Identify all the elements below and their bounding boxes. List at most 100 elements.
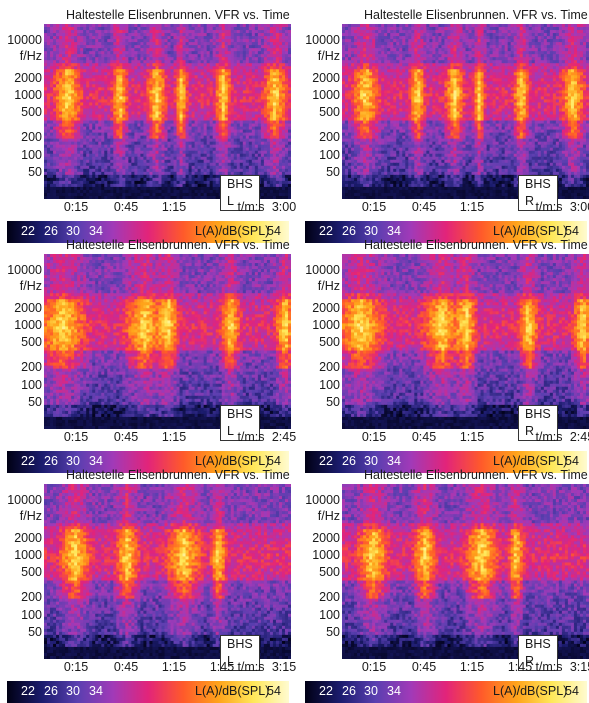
color-scale-label: 26 [44,454,58,468]
color-scale-label: 34 [89,224,103,238]
panel-title: Haltestelle Elisenbrunnen. VFR vs. Time [66,238,326,252]
color-scale-label: L(A)/dB(SPL) [493,684,567,698]
x-tick-label: 1:15 [460,660,484,674]
color-scale-label: 26 [44,684,58,698]
y-tick-label: 10000 [7,263,42,277]
y-tick-label: 200 [319,360,340,374]
y-tick-label: 1000 [14,548,42,562]
y-tick-label: 10000 [7,493,42,507]
color-scale-label: 22 [21,454,35,468]
color-scale-label: 22 [319,454,333,468]
x-axis-labels: 0:150:451:151:45t/m:s3:15 [342,660,589,676]
y-tick-label: 10000 [305,263,340,277]
x-tick-label: 0:45 [114,200,138,214]
y-tick-label: 50 [28,625,42,639]
panel-title: Haltestelle Elisenbrunnen. VFR vs. Time [66,8,326,22]
panel-title: Haltestelle Elisenbrunnen. VFR vs. Time [364,238,589,252]
y-tick-label: f/Hz [20,49,42,63]
color-scale-label: 34 [387,684,401,698]
spectrogram-image [342,484,589,659]
x-tick-label: 1:15 [162,200,186,214]
y-tick-label: 2000 [312,71,340,85]
x-tick-label: 3:15 [272,660,296,674]
color-scale-label: 22 [319,224,333,238]
x-tick-label: 3:00 [570,200,589,214]
y-tick-label: 50 [326,165,340,179]
y-tick-label: 100 [319,608,340,622]
spectrogram-image [44,484,291,659]
color-scale-label: L(A)/dB(SPL) [195,684,269,698]
x-tick-label: 0:15 [362,200,386,214]
color-scale-label: 22 [319,684,333,698]
x-tick-label: 0:45 [412,430,436,444]
y-tick-label: 500 [319,105,340,119]
y-tick-label: f/Hz [20,279,42,293]
y-tick-label: 50 [326,395,340,409]
x-tick-label: 1:15 [460,200,484,214]
spectrogram-image [342,24,589,199]
y-tick-label: 200 [319,130,340,144]
x-axis-labels: 0:150:451:15t/m:s3:00 [342,200,589,216]
x-tick-label: t/m:s [237,660,264,674]
y-tick-label: 200 [21,590,42,604]
y-tick-label: 50 [326,625,340,639]
x-tick-label: 0:15 [64,660,88,674]
y-tick-label: 2000 [14,301,42,315]
y-tick-label: 1000 [312,88,340,102]
color-scale-label: 22 [21,224,35,238]
y-tick-label: 100 [21,148,42,162]
x-tick-label: 1:15 [460,430,484,444]
color-scale-label: 30 [66,224,80,238]
y-tick-label: 200 [21,130,42,144]
color-scale-label: L(A)/dB(SPL) [195,224,269,238]
x-tick-label: 0:45 [412,200,436,214]
y-tick-label: 100 [319,148,340,162]
color-scale-label: 30 [66,454,80,468]
y-tick-label: 200 [319,590,340,604]
color-scale-label: 54 [267,684,281,698]
x-tick-label: 1:45 [210,660,234,674]
spectrogram-image [44,254,291,429]
y-tick-label: 500 [21,105,42,119]
x-tick-label: 0:15 [362,430,386,444]
x-tick-label: 0:15 [64,430,88,444]
y-tick-label: 2000 [312,531,340,545]
color-scale-label: 54 [565,454,579,468]
x-tick-label: t/m:s [237,200,264,214]
y-tick-label: 1000 [312,548,340,562]
y-tick-label: 500 [21,335,42,349]
color-scale-label: L(A)/dB(SPL) [195,454,269,468]
x-tick-label: 0:15 [64,200,88,214]
color-scale-label: 34 [89,684,103,698]
x-tick-label: 0:45 [114,660,138,674]
y-tick-label: 100 [21,608,42,622]
y-tick-label: f/Hz [318,49,340,63]
x-tick-label: t/m:s [535,430,562,444]
x-tick-label: t/m:s [535,660,562,674]
y-tick-label: 50 [28,395,42,409]
y-tick-label: 2000 [14,71,42,85]
y-tick-label: 10000 [7,33,42,47]
color-scale-label: L(A)/dB(SPL) [493,454,567,468]
spectrogram-image [44,24,291,199]
y-tick-label: f/Hz [318,279,340,293]
color-scale-label: 54 [267,454,281,468]
color-scale-label: 54 [565,684,579,698]
x-tick-label: t/m:s [237,430,264,444]
y-tick-label: 10000 [305,493,340,507]
x-tick-label: 1:45 [508,660,532,674]
y-tick-label: 10000 [305,33,340,47]
color-scale-label: 54 [565,224,579,238]
color-scale-label: 34 [387,454,401,468]
y-tick-label: 100 [21,378,42,392]
color-scale-label: 22 [21,684,35,698]
y-tick-label: 1000 [14,88,42,102]
